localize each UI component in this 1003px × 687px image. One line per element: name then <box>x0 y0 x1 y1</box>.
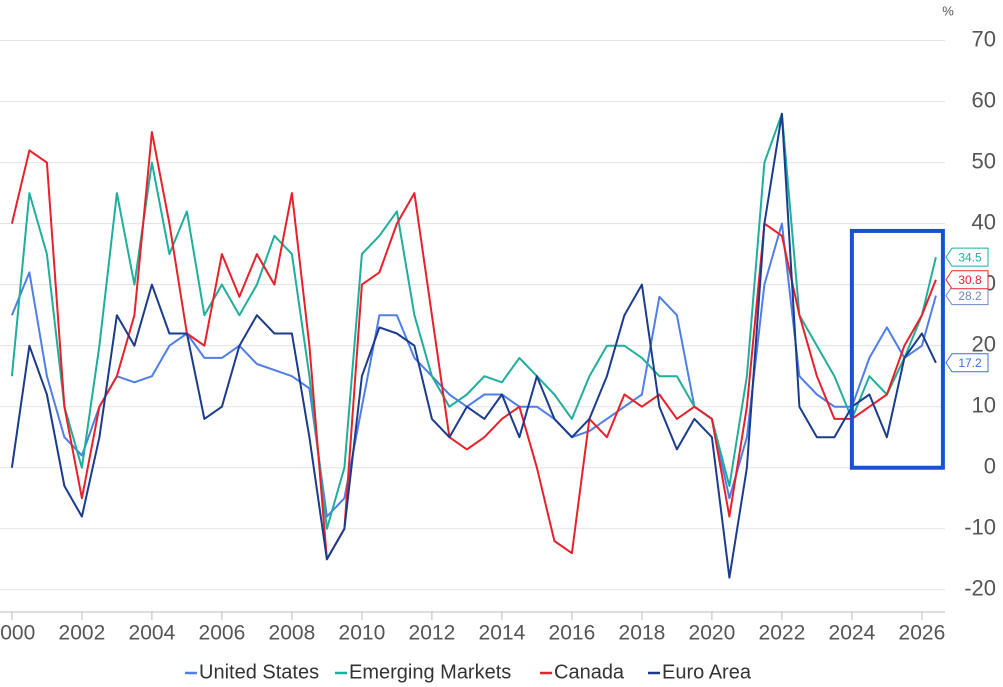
end-label: 28.2 <box>958 289 982 303</box>
x-tick-label: 2006 <box>199 622 246 645</box>
x-tick-label: 2008 <box>269 622 316 645</box>
series-line <box>10 112 937 530</box>
y-tick-label: -10 <box>964 515 996 540</box>
legend-label: United States <box>199 661 319 683</box>
y-tick-label: -20 <box>964 576 996 601</box>
x-tick-label: 2010 <box>339 622 386 645</box>
x-tick-label: 2002 <box>59 622 106 645</box>
x-tick-label: 2000 <box>0 622 35 645</box>
series-line <box>10 112 937 579</box>
x-tick-label: 2024 <box>829 622 876 645</box>
x-tick-label: 2012 <box>409 622 456 645</box>
y-tick-label: 10 <box>972 393 996 418</box>
x-tick-label: 2004 <box>129 622 176 645</box>
x-tick-label: 2016 <box>549 622 596 645</box>
series-line <box>10 131 937 561</box>
y-tick-label: 60 <box>972 87 996 112</box>
legend-label: Canada <box>554 661 625 683</box>
end-label: 30.8 <box>958 273 982 287</box>
highlight-box <box>849 228 945 470</box>
legend-label: Euro Area <box>662 661 752 683</box>
y-tick-label: 70 <box>972 26 996 51</box>
end-label: 34.5 <box>958 250 982 264</box>
end-flag <box>945 270 989 290</box>
y-tick-label: 50 <box>972 148 996 173</box>
end-flag <box>945 353 989 373</box>
end-label: 17.2 <box>958 356 982 370</box>
unit-label: % <box>942 3 954 18</box>
x-tick-label: 2020 <box>689 622 736 645</box>
y-tick-label: 40 <box>972 209 996 234</box>
x-tick-label: 2022 <box>759 622 806 645</box>
end-flag <box>945 247 989 267</box>
x-tick-label: 2018 <box>619 622 666 645</box>
y-tick-label: 0 <box>984 454 996 479</box>
x-tick-label: 2014 <box>479 622 526 645</box>
y-tick-label: 20 <box>972 331 996 356</box>
x-tick-label: 2026 <box>899 622 946 645</box>
legend-label: Emerging Markets <box>349 661 511 683</box>
